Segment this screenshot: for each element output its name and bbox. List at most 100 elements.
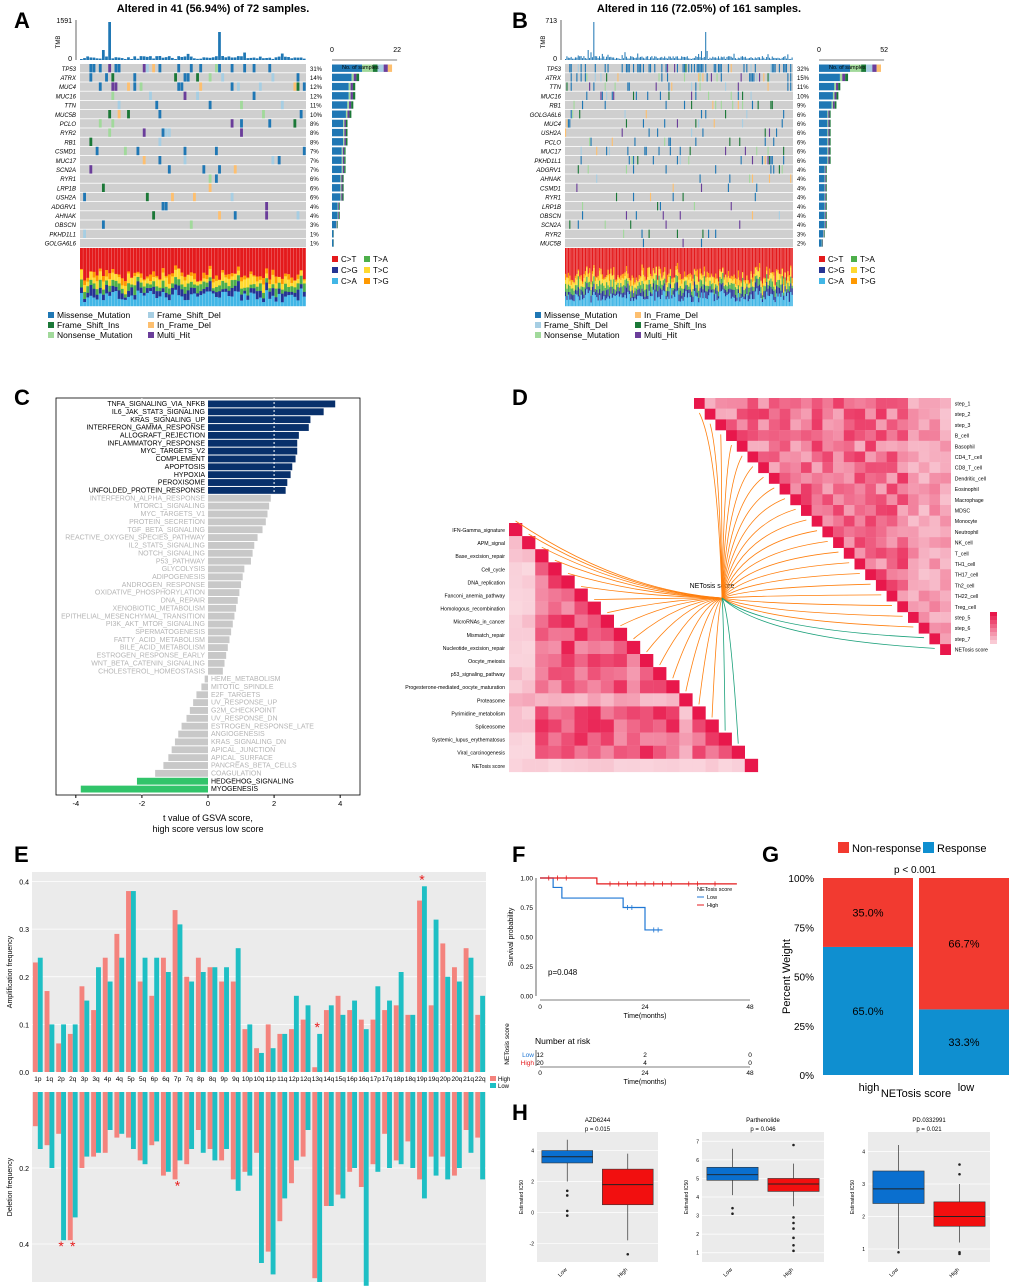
- mutation-cell: [750, 91, 752, 100]
- heat-cell: [509, 575, 523, 589]
- del-bar-low: [107, 1092, 113, 1130]
- titv-segment: [777, 272, 779, 281]
- mutation-cell: [230, 119, 234, 128]
- heat-cell: [940, 622, 951, 634]
- titv-segment: [720, 284, 722, 292]
- titv-segment: [777, 280, 779, 288]
- panel-label-G: G: [762, 842, 779, 867]
- mutation-cell: [778, 211, 780, 220]
- tmb-bar: [715, 57, 717, 60]
- mutation-cell: [164, 202, 168, 211]
- del-bar-low: [445, 1092, 451, 1180]
- mutation-legend-swatch: [148, 322, 154, 328]
- heat-left-label: Nucleotide_excision_repair: [443, 646, 506, 652]
- sample-count-bar: [829, 156, 831, 164]
- titv-segment: [193, 248, 196, 274]
- titv-segment: [607, 285, 609, 290]
- heat-cell: [897, 451, 909, 463]
- mutation-cell: [749, 73, 751, 82]
- titv-segment: [682, 300, 684, 307]
- titv-segment: [709, 292, 711, 307]
- titv-segment: [781, 248, 783, 269]
- titv-segment: [703, 271, 705, 277]
- correlation-line: [711, 597, 723, 718]
- titv-segment: [193, 279, 196, 285]
- mutation-cell: [581, 100, 584, 110]
- titv-segment: [657, 280, 659, 286]
- titv-legend-label: T>C: [860, 266, 876, 275]
- heat-cell: [886, 558, 898, 570]
- titv-segment: [570, 294, 572, 300]
- sample-count-bar: [829, 138, 831, 146]
- titv-segment: [224, 291, 228, 307]
- heat-cell: [509, 536, 523, 550]
- titv-segment: [127, 248, 131, 272]
- heat-cell: [811, 472, 823, 484]
- titv-segment: [688, 248, 690, 275]
- mutation-cell: [627, 64, 629, 73]
- mutation-cell: [746, 110, 748, 119]
- heat-cell: [587, 706, 601, 720]
- titv-segment: [759, 267, 761, 278]
- titv-segment: [252, 276, 256, 285]
- mutation-cell: [720, 100, 722, 110]
- tmb-bar: [770, 58, 772, 60]
- response-category: low: [958, 1082, 975, 1094]
- titv-segment: [611, 297, 613, 307]
- titv-segment: [710, 289, 713, 293]
- mutation-cell: [662, 211, 664, 220]
- titv-segment: [227, 296, 231, 307]
- titv-segment: [751, 277, 754, 283]
- sample-count-bar: [350, 92, 353, 100]
- risk-xtick: 0: [538, 1070, 542, 1077]
- titv-segment: [243, 293, 247, 307]
- titv-segment: [86, 297, 90, 307]
- mutation-cell: [702, 73, 704, 82]
- titv-segment: [676, 290, 679, 307]
- titv-segment: [603, 285, 605, 291]
- titv-segment: [252, 248, 256, 276]
- titv-segment: [635, 288, 638, 295]
- heat-cell: [613, 758, 628, 773]
- titv-segment: [224, 274, 228, 278]
- mutation-cell: [746, 64, 748, 73]
- heat-cell: [640, 719, 654, 733]
- heat-cell: [801, 440, 812, 452]
- titv-segment: [744, 283, 747, 289]
- mutation-cell: [180, 82, 184, 91]
- mutation-cell: [577, 220, 579, 229]
- titv-segment: [233, 248, 237, 274]
- titv-segment: [767, 285, 769, 289]
- mutation-cell: [587, 165, 589, 174]
- titv-segment: [167, 300, 171, 307]
- heat-cell: [561, 706, 575, 720]
- titv-segment: [214, 248, 218, 276]
- km-ytick: 0.00: [520, 994, 533, 1001]
- tmb-bar: [167, 56, 171, 60]
- titv-segment: [89, 271, 93, 273]
- titv-segment: [624, 276, 626, 281]
- titv-segment: [662, 280, 664, 286]
- gene-pct: 6%: [310, 196, 319, 202]
- heat-cell: [731, 758, 745, 773]
- heat-cell: [897, 601, 909, 613]
- titv-segment: [681, 248, 683, 280]
- heat-right-label: Macrophage: [955, 498, 984, 504]
- titv-segment: [177, 268, 181, 269]
- titv-segment: [655, 291, 657, 307]
- titv-segment: [641, 288, 643, 297]
- titv-segment: [615, 291, 618, 296]
- titv-segment: [642, 291, 645, 300]
- tmb-bar: [681, 56, 683, 60]
- titv-segment: [230, 280, 234, 289]
- titv-segment: [120, 278, 124, 286]
- titv-segment: [674, 278, 676, 284]
- gsva-bar: [208, 659, 225, 667]
- titv-segment: [565, 283, 567, 293]
- titv-segment: [736, 288, 738, 298]
- titv-segment: [205, 282, 209, 288]
- titv-segment: [590, 248, 592, 282]
- gene-pct: 32%: [797, 67, 810, 73]
- titv-segment: [783, 278, 785, 286]
- heat-cell: [779, 462, 791, 474]
